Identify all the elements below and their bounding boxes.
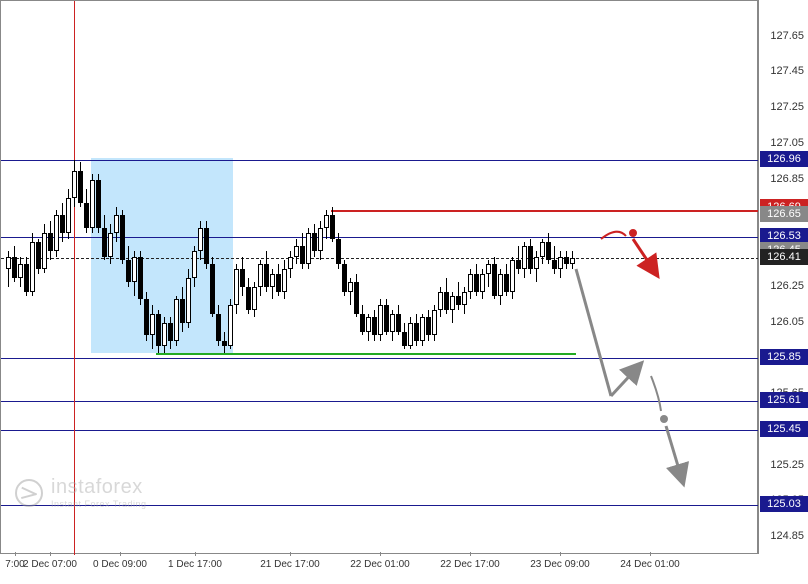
y-tick-label: 127.65 bbox=[770, 30, 804, 42]
plot-area: instaforex Instant Forex Trading bbox=[0, 0, 758, 554]
price-tag: 125.45 bbox=[760, 421, 808, 437]
price-tag: 125.03 bbox=[760, 496, 808, 512]
x-tick-label: 22 Dec 01:00 bbox=[350, 559, 410, 570]
support-line bbox=[156, 353, 576, 355]
price-tag: 126.96 bbox=[760, 151, 808, 167]
h-level-line bbox=[1, 358, 759, 359]
y-tick-label: 127.25 bbox=[770, 101, 804, 113]
y-tick-label: 124.85 bbox=[770, 530, 804, 542]
chart-container: instaforex Instant Forex Trading 124.85 1… bbox=[0, 0, 808, 584]
y-tick-label: 127.05 bbox=[770, 137, 804, 149]
watermark-main: instaforex bbox=[51, 476, 147, 499]
x-axis: 7:002 Dec 07:00 0 Dec 09:00 1 Dec 17:00 21 … bbox=[0, 554, 758, 584]
y-tick-label: 126.25 bbox=[770, 280, 804, 292]
price-tag: 126.65 bbox=[760, 206, 808, 222]
x-tick-label: 23 Dec 09:00 bbox=[530, 559, 590, 570]
y-tick-label: 125.25 bbox=[770, 459, 804, 471]
x-tick-label: 24 Dec 01:00 bbox=[620, 559, 680, 570]
watermark-text: instaforex Instant Forex Trading bbox=[51, 476, 147, 509]
y-tick-label: 127.45 bbox=[770, 65, 804, 77]
watermark-icon bbox=[15, 479, 43, 507]
resistance-line bbox=[331, 210, 759, 212]
h-level-line bbox=[1, 430, 759, 431]
price-tag: 125.85 bbox=[760, 349, 808, 365]
x-tick-label: 21 Dec 17:00 bbox=[260, 559, 320, 570]
x-tick-label: 22 Dec 17:00 bbox=[440, 559, 500, 570]
y-axis: 124.85125.05125.25125.45125.65125.85126.… bbox=[758, 0, 808, 554]
x-tick-label: 0 Dec 09:00 bbox=[93, 559, 147, 570]
price-tag: 126.41 bbox=[760, 249, 808, 265]
h-level-line bbox=[1, 237, 759, 238]
watermark-sub: Instant Forex Trading bbox=[51, 499, 147, 509]
watermark: instaforex Instant Forex Trading bbox=[15, 476, 147, 509]
h-level-line bbox=[1, 160, 759, 161]
vertical-marker bbox=[74, 1, 75, 555]
price-tag: 125.61 bbox=[760, 392, 808, 408]
y-tick-label: 126.05 bbox=[770, 316, 804, 328]
x-tick-label: 7:00 bbox=[5, 559, 24, 570]
h-level-line bbox=[1, 401, 759, 402]
x-tick-label: 1 Dec 17:00 bbox=[168, 559, 222, 570]
h-level-line bbox=[1, 258, 759, 259]
y-tick-label: 126.85 bbox=[770, 173, 804, 185]
x-tick-label: 2 Dec 07:00 bbox=[23, 559, 77, 570]
